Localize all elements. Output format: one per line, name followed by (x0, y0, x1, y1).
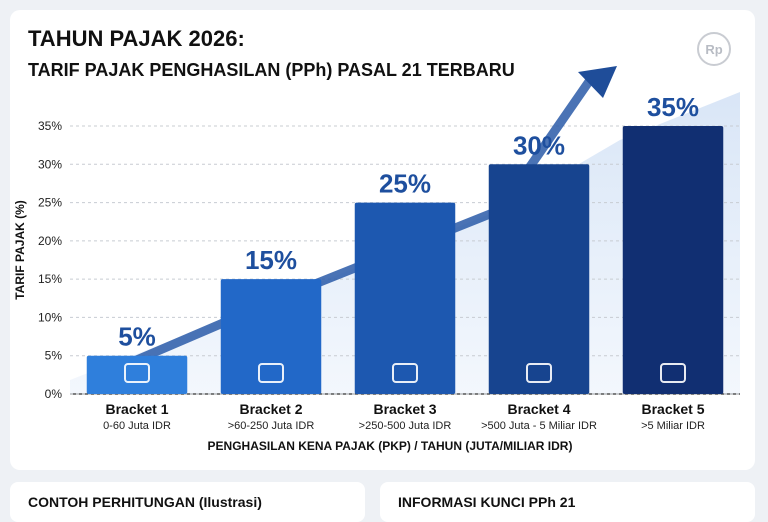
x-axis-label: PENGHASILAN KENA PAJAK (PKP) / TAHUN (JU… (208, 439, 573, 453)
value-label: 25% (379, 169, 431, 199)
y-tick-label: 20% (38, 234, 62, 248)
icon (526, 363, 552, 383)
y-axis-label: TARIF PAJAK (%) (13, 200, 27, 300)
x-tick-label: Bracket 3 (373, 401, 436, 417)
y-tick-label: 30% (38, 157, 62, 171)
value-label: 5% (118, 322, 156, 352)
bar (220, 279, 322, 394)
y-tick-label: 35% (38, 119, 62, 133)
chart-title: TAHUN PAJAK 2026: (28, 26, 245, 51)
value-label: 15% (245, 245, 297, 275)
chart-subtitle: TARIF PAJAK PENGHASILAN (PPh) PASAL 21 T… (28, 60, 515, 80)
bar (86, 355, 188, 394)
badge-circle (697, 32, 731, 66)
card-info: INFORMASI KUNCI PPh 21 (380, 482, 755, 522)
y-tick-label: 15% (38, 272, 62, 286)
x-tick-note: >250-500 Juta IDR (359, 420, 452, 432)
value-label: 30% (513, 130, 565, 160)
y-tick-label: 10% (38, 310, 62, 324)
y-tick-label: 0% (45, 387, 63, 401)
x-tick-label: Bracket 4 (507, 401, 570, 417)
badge: Rp (705, 42, 722, 57)
bar (488, 164, 590, 394)
icon (660, 363, 686, 383)
y-tick-label: 5% (45, 349, 63, 363)
bar (354, 202, 456, 394)
x-tick-note: >500 Juta - 5 Miliar IDR (481, 420, 597, 432)
x-tick-label: Bracket 2 (239, 401, 302, 417)
icon (258, 363, 284, 383)
value-label: 35% (647, 92, 699, 122)
y-tick-label: 25% (38, 196, 62, 210)
x-tick-label: Bracket 1 (105, 401, 168, 417)
bar (622, 126, 724, 394)
x-tick-note: 0-60 Juta IDR (103, 420, 171, 432)
icon (124, 363, 150, 383)
icon (392, 363, 418, 383)
card-calc: CONTOH PERHITUNGAN (Ilustrasi) (10, 482, 365, 522)
x-tick-note: >60-250 Juta IDR (228, 420, 315, 432)
x-tick-label: Bracket 5 (641, 401, 704, 417)
x-tick-note: >5 Miliar IDR (641, 420, 705, 432)
decor-arrow-head (578, 66, 617, 98)
